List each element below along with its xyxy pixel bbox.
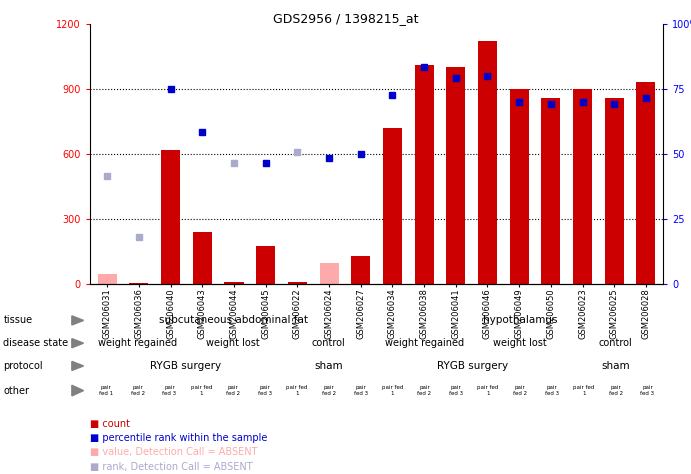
- Bar: [256, 246, 275, 284]
- Polygon shape: [72, 316, 84, 325]
- Text: pair
fed 2: pair fed 2: [417, 385, 431, 396]
- Text: subcutaneous abdominal fat: subcutaneous abdominal fat: [159, 315, 307, 326]
- Bar: [446, 67, 465, 284]
- Text: pair
fed 2: pair fed 2: [131, 385, 144, 396]
- Text: weight regained: weight regained: [98, 338, 177, 348]
- Text: pair
fed 2: pair fed 2: [513, 385, 527, 396]
- Polygon shape: [72, 385, 84, 396]
- Text: pair fed
1: pair fed 1: [573, 385, 594, 396]
- Text: pair fed
1: pair fed 1: [477, 385, 499, 396]
- Text: pair fed
1: pair fed 1: [286, 385, 307, 396]
- Text: weight regained: weight regained: [385, 338, 464, 348]
- Bar: [161, 150, 180, 284]
- Text: RYGB surgery: RYGB surgery: [150, 361, 221, 371]
- Text: pair fed
1: pair fed 1: [191, 385, 212, 396]
- Text: pair
fed 3: pair fed 3: [641, 385, 654, 396]
- Bar: [605, 98, 624, 284]
- Bar: [351, 256, 370, 284]
- Text: sham: sham: [601, 361, 630, 371]
- Bar: [193, 232, 212, 284]
- Text: control: control: [312, 338, 346, 348]
- Text: RYGB surgery: RYGB surgery: [437, 361, 508, 371]
- Bar: [573, 89, 592, 284]
- Bar: [478, 41, 497, 284]
- Bar: [636, 82, 656, 284]
- Polygon shape: [72, 361, 84, 371]
- Text: ■ value, Detection Call = ABSENT: ■ value, Detection Call = ABSENT: [90, 447, 257, 457]
- Text: control: control: [598, 338, 632, 348]
- Text: ■ count: ■ count: [90, 419, 130, 429]
- Bar: [383, 128, 402, 284]
- Polygon shape: [72, 338, 84, 348]
- Text: pair fed
1: pair fed 1: [382, 385, 404, 396]
- Text: pair
fed 3: pair fed 3: [162, 385, 176, 396]
- Bar: [510, 89, 529, 284]
- Bar: [541, 98, 560, 284]
- Text: pair
fed 2: pair fed 2: [322, 385, 336, 396]
- Text: ■ rank, Detection Call = ABSENT: ■ rank, Detection Call = ABSENT: [90, 462, 252, 472]
- Bar: [225, 282, 243, 284]
- Text: disease state: disease state: [3, 338, 68, 348]
- Text: protocol: protocol: [3, 361, 43, 371]
- Text: tissue: tissue: [3, 315, 32, 326]
- Text: weight lost: weight lost: [207, 338, 260, 348]
- Bar: [288, 282, 307, 284]
- Text: pair
fed 3: pair fed 3: [354, 385, 368, 396]
- Text: pair
fed 1: pair fed 1: [99, 385, 113, 396]
- Text: pair
fed 3: pair fed 3: [449, 385, 463, 396]
- Text: other: other: [3, 385, 30, 396]
- Bar: [415, 65, 434, 284]
- Bar: [129, 283, 149, 284]
- Text: pair
fed 2: pair fed 2: [226, 385, 240, 396]
- Text: ■ percentile rank within the sample: ■ percentile rank within the sample: [90, 433, 267, 443]
- Text: pair
fed 3: pair fed 3: [258, 385, 272, 396]
- Text: weight lost: weight lost: [493, 338, 547, 348]
- Text: hypothalamus: hypothalamus: [483, 315, 557, 326]
- Text: pair
fed 2: pair fed 2: [609, 385, 623, 396]
- Bar: [97, 273, 117, 284]
- Text: GDS2956 / 1398215_at: GDS2956 / 1398215_at: [273, 12, 418, 25]
- Bar: [319, 263, 339, 284]
- Text: sham: sham: [314, 361, 343, 371]
- Text: pair
fed 3: pair fed 3: [545, 385, 559, 396]
